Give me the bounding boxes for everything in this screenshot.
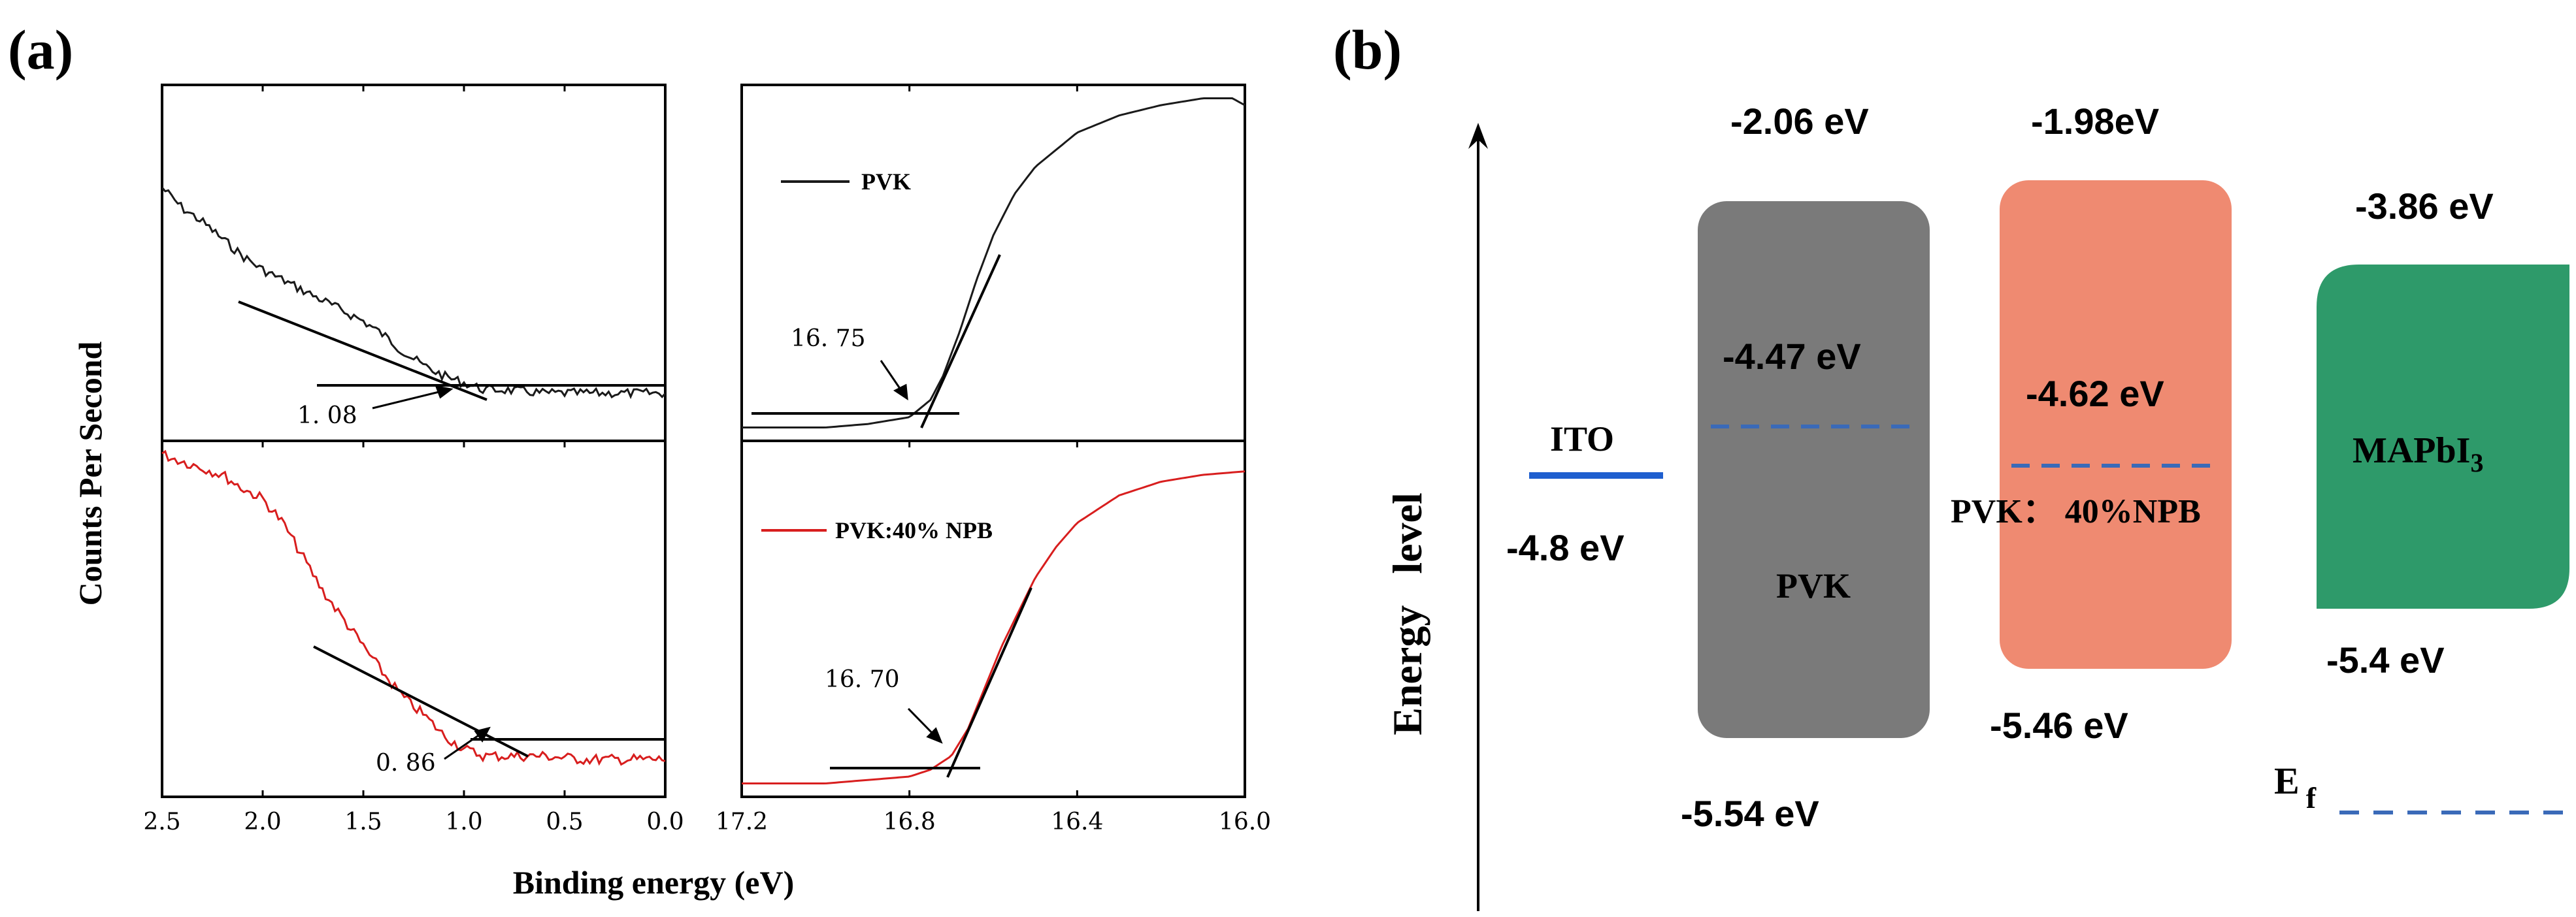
mapbi-name-main: MAPbI <box>2353 430 2470 471</box>
energy-axis-arrowhead <box>1468 123 1488 149</box>
annotation-1-08: 1. 08 <box>297 402 357 429</box>
x-tick-label: 16.4 <box>1051 809 1103 835</box>
npb-homo-label: -5.46 eV <box>1990 705 2128 746</box>
right-x-ticks: 17.2 16.8 16.4 16.0 <box>716 85 1271 835</box>
mapbi-name-sub: 3 <box>2470 448 2483 477</box>
pvk-homo-label: -5.54 eV <box>1681 793 1819 834</box>
x-tick-label: 2.5 <box>143 809 180 835</box>
x-tick-label: 2.0 <box>244 809 281 835</box>
pvk-cutoff-curve <box>742 97 1246 428</box>
left-x-ticks: 2.5 2.0 1.5 1.0 0.5 0.0 <box>143 85 684 835</box>
legend-npb-label: PVK:40% NPB <box>835 517 993 543</box>
mapbi-cb-label: -3.86 eV <box>2355 185 2494 227</box>
npb-fermi-label: -4.62 eV <box>2026 373 2164 414</box>
x-tick-label: 0.5 <box>546 809 583 835</box>
pvk-name: PVK <box>1776 566 1851 605</box>
bottom-left-plot-frame <box>161 440 667 798</box>
pvk-cutoff-fit-line <box>920 254 1001 428</box>
ef-sub: f <box>2306 781 2317 814</box>
arrow-1-08 <box>372 385 454 410</box>
npb-lumo-label: -1.98eV <box>2031 101 2159 142</box>
arrow-0-86 <box>444 726 491 760</box>
annotation-16-70: 16. 70 <box>825 666 900 693</box>
npb-valence-curve <box>161 449 666 766</box>
x-tick-label: 1.5 <box>344 809 382 835</box>
panel-a-label: (a) <box>8 18 73 81</box>
top-right-plot-frame <box>740 84 1246 442</box>
mapbi-box <box>2317 265 2569 609</box>
arrow-16-75 <box>880 360 908 401</box>
npb-cutoff-curve <box>742 470 1246 784</box>
pvk-fermi-label: -4.47 eV <box>1723 336 1861 377</box>
pvk-valence-fit-line <box>238 300 487 401</box>
legend-pvk-label: PVK <box>861 169 911 195</box>
arrow-16-70 <box>907 707 943 744</box>
npb-box <box>2000 180 2232 669</box>
top-left-plot-frame <box>161 84 667 442</box>
x-tick-label: 17.2 <box>716 809 768 835</box>
pvk-lumo-label: -2.06 eV <box>1730 101 1869 142</box>
energy-level-label: Energy level <box>1384 492 1430 735</box>
pvk-box <box>1698 201 1930 738</box>
annotation-16-75: 16. 75 <box>791 325 866 352</box>
x-tick-label: 0.0 <box>646 809 684 835</box>
pvk-valence-curve <box>161 186 667 400</box>
x-tick-label: 16.0 <box>1219 809 1271 835</box>
x-tick-label: 16.8 <box>883 809 936 835</box>
ef-main: E <box>2274 760 2300 802</box>
annotation-0-86: 0. 86 <box>376 750 436 777</box>
ito-label: ITO <box>1550 419 1614 459</box>
mapbi-name: MAPbI3 <box>2353 430 2483 477</box>
npb-name: PVK： 40%NPB <box>1951 493 2201 530</box>
y-axis-label: Counts Per Second <box>72 341 108 605</box>
bottom-right-plot-frame <box>740 440 1246 798</box>
npb-cutoff-fit-line <box>946 587 1032 778</box>
x-tick-label: 1.0 <box>445 809 482 835</box>
panel-b-label: (b) <box>1333 18 1402 81</box>
ito-work-function: -4.8 eV <box>1506 527 1625 568</box>
x-axis-label: Binding energy (eV) <box>513 864 795 901</box>
mapbi-vb-label: -5.4 eV <box>2326 639 2445 681</box>
